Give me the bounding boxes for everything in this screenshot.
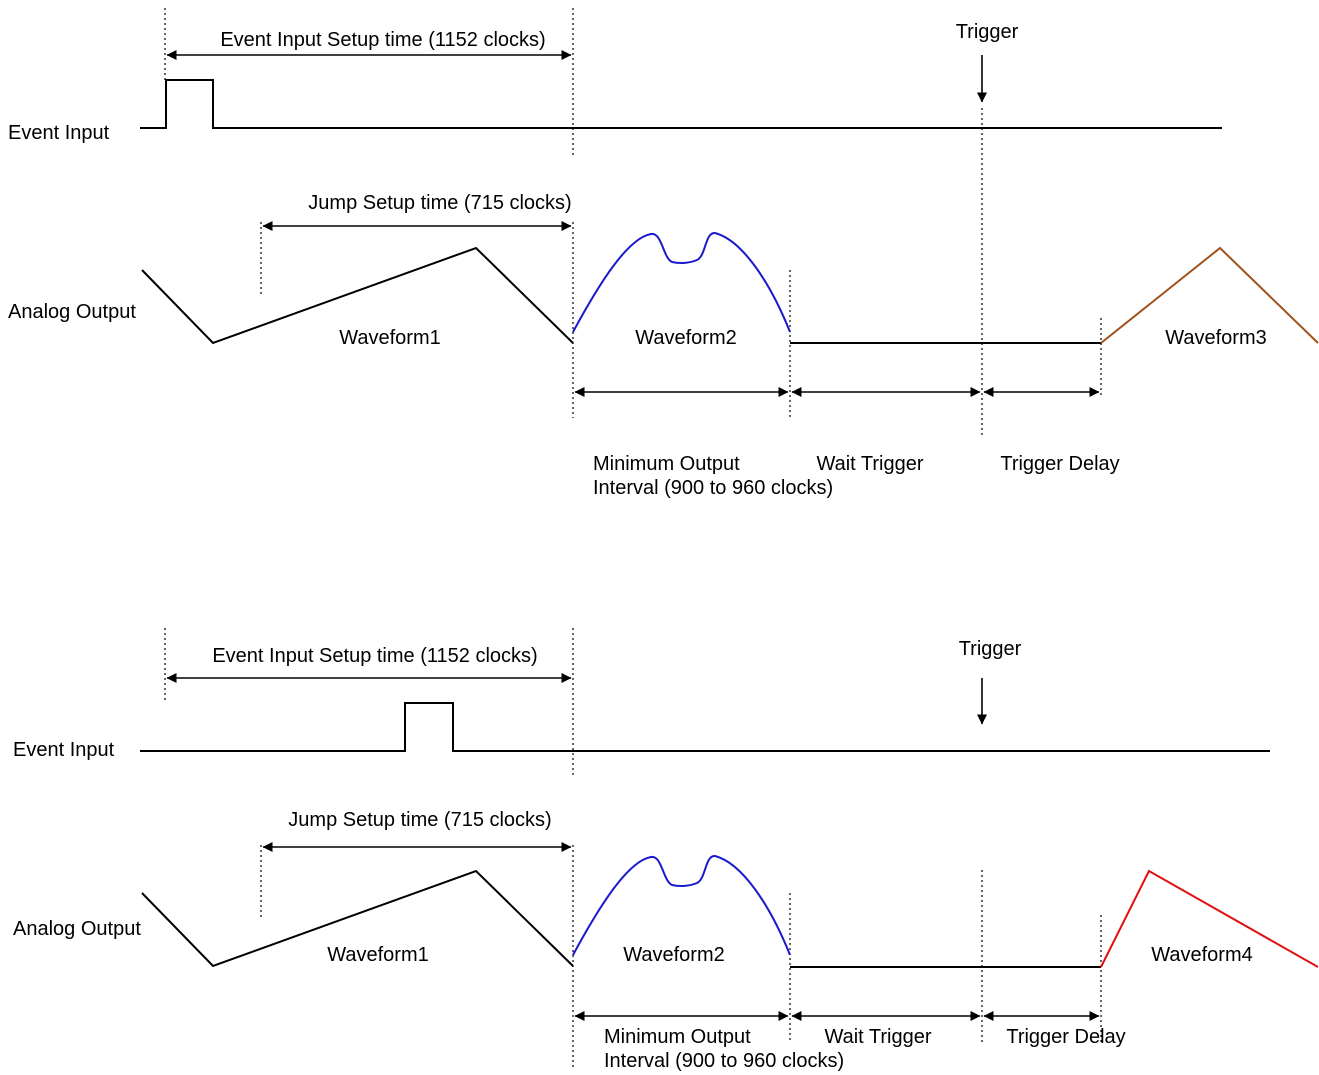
- event-input-signal: [140, 702, 1270, 752]
- waveform1-signal: [141, 246, 574, 345]
- wait-trigger-label: Wait Trigger: [816, 453, 923, 475]
- waveform1-signal: [141, 869, 574, 968]
- trigger-delay-label: Trigger Delay: [1000, 453, 1119, 475]
- waveform2-label: Waveform2: [623, 944, 725, 966]
- event-input-setup-label: Event Input Setup time (1152 clocks): [212, 645, 537, 667]
- timing-diagram-2: Event Input Setup time (1152 clocks) Tri…: [13, 628, 1319, 1072]
- jump-setup-label: Jump Setup time (715 clocks): [308, 192, 571, 214]
- analog-output-label: Analog Output: [8, 301, 136, 323]
- event-input-signal: [140, 79, 1222, 129]
- waveform3-label: Waveform3: [1165, 327, 1267, 349]
- analog-output-label: Analog Output: [13, 918, 141, 940]
- waveform3-signal: [1100, 246, 1319, 344]
- event-input-label: Event Input: [8, 122, 110, 144]
- waveform4-signal: [1100, 869, 1319, 968]
- trigger-label: Trigger: [956, 21, 1019, 43]
- min-output-label-line1: Minimum Output: [604, 1026, 751, 1048]
- trigger-label: Trigger: [959, 638, 1022, 660]
- trigger-delay-label: Trigger Delay: [1006, 1026, 1125, 1048]
- min-output-label-line2: Interval (900 to 960 clocks): [604, 1050, 844, 1072]
- waveform2-signal: [572, 232, 791, 333]
- waveform1-label: Waveform1: [339, 327, 441, 349]
- min-output-label-line2: Interval (900 to 960 clocks): [593, 477, 833, 499]
- event-input-label: Event Input: [13, 739, 115, 761]
- waveform2-signal: [572, 855, 791, 956]
- waveform4-label: Waveform4: [1151, 944, 1253, 966]
- waveform2-label: Waveform2: [635, 327, 737, 349]
- timing-diagram-1: Event Input Setup time (1152 clocks) Tri…: [8, 8, 1319, 499]
- waveform1-label: Waveform1: [327, 944, 429, 966]
- min-output-label-line1: Minimum Output: [593, 453, 740, 475]
- event-input-setup-label: Event Input Setup time (1152 clocks): [220, 29, 545, 51]
- jump-setup-label: Jump Setup time (715 clocks): [288, 809, 551, 831]
- wait-trigger-label: Wait Trigger: [824, 1026, 931, 1048]
